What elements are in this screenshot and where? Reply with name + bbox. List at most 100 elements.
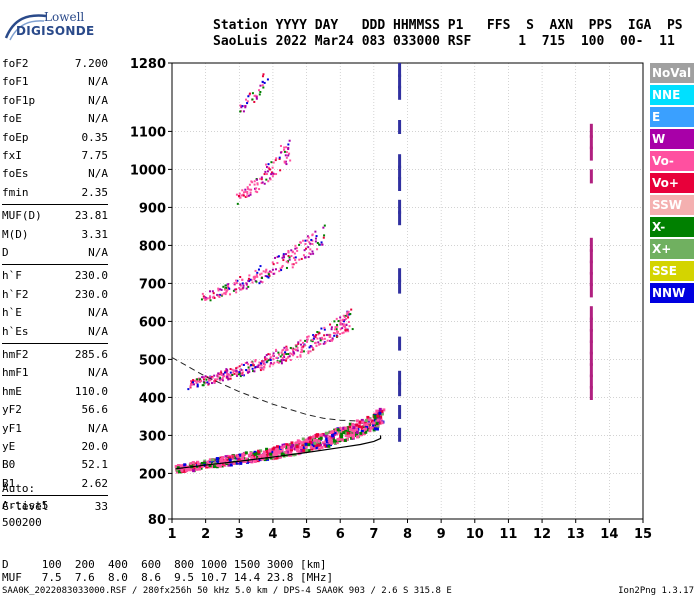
echo-point: [262, 453, 266, 457]
echo-point: [255, 178, 258, 181]
echo-point: [251, 367, 254, 370]
echo-point: [253, 100, 256, 103]
echo-point: [343, 320, 346, 323]
echo-point: [300, 346, 303, 349]
param-row: B1 2.62: [2, 475, 108, 493]
echo-point: [373, 421, 377, 425]
echo-point: [224, 288, 227, 291]
echo-point: [180, 468, 184, 472]
echo-point: [346, 311, 349, 314]
echo-point: [287, 251, 290, 254]
echo-point: [208, 458, 212, 462]
echo-point: [323, 234, 326, 237]
echo-point: [193, 466, 197, 470]
logo-text-digisonde: DIGISONDE: [16, 24, 95, 38]
echo-point: [300, 449, 304, 453]
param-row: foF2 7.200: [2, 55, 108, 73]
param-value: N/A: [88, 366, 108, 380]
echo-point: [296, 355, 299, 358]
echo-point: [320, 327, 323, 330]
echo-point: [281, 356, 284, 359]
echo-point: [236, 366, 239, 369]
echo-point: [190, 383, 193, 386]
echo-point: [253, 370, 256, 373]
echo-point: [217, 458, 221, 462]
echo-point: [275, 349, 278, 352]
echo-point: [348, 425, 352, 429]
echo-point: [304, 256, 307, 259]
echo-point: [295, 247, 298, 250]
echo-point: [247, 285, 250, 288]
x-tick-label: 6: [336, 527, 345, 542]
echo-point: [244, 106, 247, 109]
echo-point: [275, 173, 278, 176]
echo-point: [285, 346, 288, 349]
echo-point: [224, 455, 228, 459]
echo-point: [249, 278, 252, 281]
echo-point: [320, 445, 324, 449]
echo-point: [202, 376, 205, 379]
echo-point: [329, 323, 332, 326]
echo-point: [357, 424, 361, 428]
echo-point: [257, 450, 261, 454]
echo-point: [363, 423, 367, 427]
legend-item: E: [650, 107, 694, 127]
echo-point: [336, 428, 340, 432]
echo-point: [248, 274, 251, 277]
echo-point: [304, 445, 308, 449]
echo-point: [285, 357, 288, 360]
echo-point: [289, 358, 292, 361]
echo-point: [272, 363, 275, 366]
echo-point: [269, 357, 272, 360]
echo-point: [248, 93, 251, 96]
echo-point: [283, 148, 286, 151]
echo-point: [342, 426, 346, 430]
echo-point: [339, 437, 343, 441]
echo-point: [321, 441, 325, 445]
echo-point: [195, 381, 198, 384]
param-name: foF1: [2, 75, 29, 89]
echo-point: [336, 437, 340, 441]
echo-point: [269, 452, 273, 456]
echo-point: [328, 441, 332, 445]
echo-point: [247, 453, 251, 457]
echo-point: [378, 411, 382, 415]
echo-point: [239, 368, 242, 371]
echo-point: [219, 379, 222, 382]
echo-point: [254, 366, 257, 369]
echo-point: [232, 456, 236, 460]
echo-point: [316, 248, 319, 251]
echo-point: [340, 323, 343, 326]
echo-point: [292, 354, 295, 357]
param-value: N/A: [88, 75, 108, 89]
echo-point: [289, 159, 292, 162]
interference-marker: [398, 427, 402, 442]
echo-point: [225, 458, 229, 462]
echo-point: [220, 370, 223, 373]
echo-point: [244, 190, 247, 193]
echo-point: [297, 341, 300, 344]
param-value: 3.31: [81, 227, 109, 241]
echo-point: [244, 105, 247, 108]
echo-point: [327, 444, 331, 448]
echo-point: [242, 286, 245, 289]
echo-point: [241, 457, 245, 461]
echo-point: [229, 371, 232, 374]
echo-point: [287, 260, 290, 263]
echo-point: [291, 250, 294, 253]
echo-point: [245, 369, 248, 372]
echo-point: [331, 434, 335, 438]
echo-point: [272, 263, 275, 266]
echo-point: [290, 347, 293, 350]
echo-point: [244, 451, 248, 455]
echo-point: [340, 429, 344, 433]
echo-point: [375, 422, 379, 426]
echo-point: [282, 359, 285, 362]
interference-marker: [398, 120, 402, 134]
echo-point: [302, 448, 306, 452]
echo-point: [196, 385, 199, 388]
echo-point: [219, 288, 222, 291]
echo-point: [247, 95, 250, 98]
echo-point: [350, 436, 354, 440]
x-tick-label: 9: [437, 527, 446, 542]
